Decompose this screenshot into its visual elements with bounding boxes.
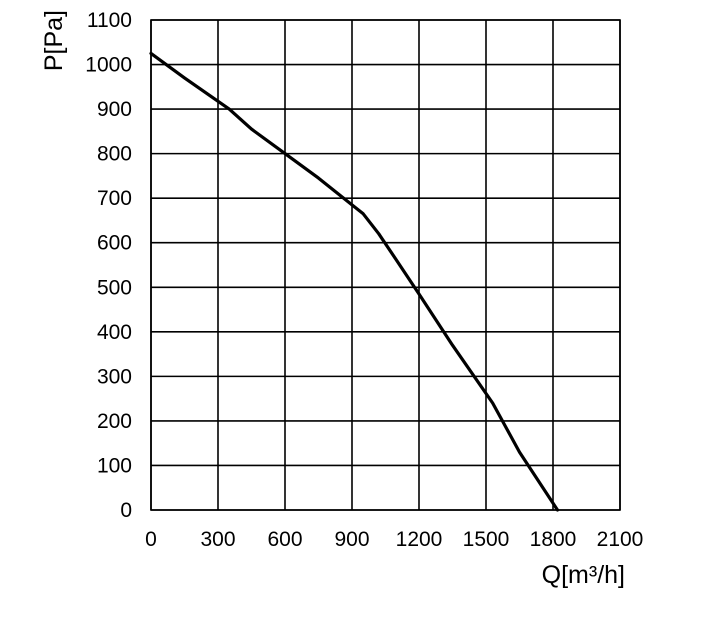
- x-tick-label: 300: [200, 528, 235, 551]
- y-tick-label: 700: [97, 187, 132, 210]
- series-layer: [149, 51, 560, 512]
- y-tick-label: 0: [120, 499, 132, 522]
- x-axis-label: Q[m³/h]: [542, 561, 625, 589]
- x-tick-label: 2100: [597, 528, 644, 551]
- series-line: [149, 51, 560, 512]
- y-axis-label: P[Pa]: [40, 10, 68, 71]
- y-tick-label: 800: [97, 143, 132, 166]
- x-tick-label: 600: [267, 528, 302, 551]
- x-tick-label: 900: [334, 528, 369, 551]
- y-tick-label: 500: [97, 276, 132, 299]
- grid: [150, 19, 621, 511]
- y-tick-labels: 0 100 200 300 400 500 600 700 800 900 1000 1100: [85, 9, 132, 522]
- x-tick-label: 0: [145, 528, 157, 551]
- y-tick-label: 1100: [87, 9, 132, 32]
- plot-frame: [150, 19, 621, 511]
- y-tick-label: 400: [97, 321, 132, 344]
- x-tick-label: 1200: [396, 528, 443, 551]
- y-tick-label: 1000: [85, 54, 132, 77]
- x-tick-label: 1500: [463, 528, 510, 551]
- y-tick-label: 100: [97, 454, 132, 477]
- x-tick-label: 1800: [530, 528, 577, 551]
- y-tick-label: 600: [97, 232, 132, 255]
- x-tick-labels: 0 300 600 900 1200 1500 1800 2100: [145, 528, 643, 551]
- y-tick-label: 200: [97, 410, 132, 433]
- y-tick-label: 900: [97, 98, 132, 121]
- y-tick-label: 300: [97, 365, 132, 388]
